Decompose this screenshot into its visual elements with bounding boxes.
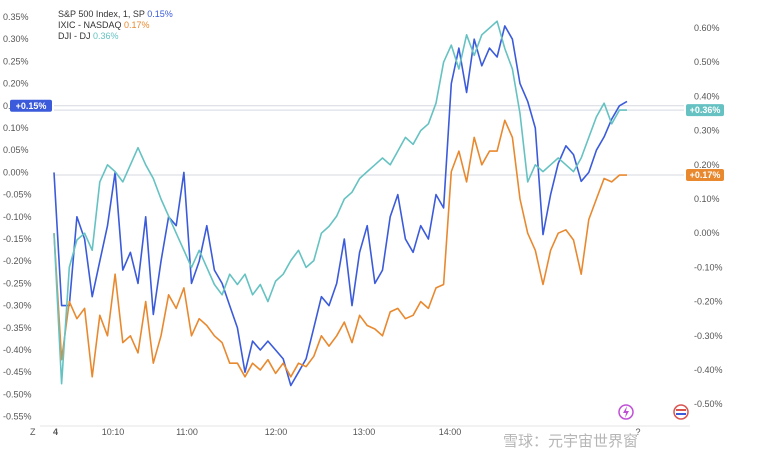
right-tick-label: 0.00% <box>694 228 720 238</box>
x-tick-label: 13:00 <box>353 427 376 437</box>
value-badge-label: +0.15% <box>16 101 47 111</box>
left-axis: 0.35%0.30%0.25%0.20%0.15%0.10%0.05%0.00%… <box>3 12 32 422</box>
legend-entry: DJI - DJ 0.36% <box>58 31 119 41</box>
legend-value: 0.17% <box>124 20 150 30</box>
left-tick-label: -0.45% <box>3 367 32 377</box>
left-tick-label: -0.20% <box>3 256 32 266</box>
watermark: 雪球：元宇宙世界窗 <box>503 432 638 450</box>
left-tick-label: -0.35% <box>3 323 32 333</box>
right-tick-label: -0.10% <box>694 262 723 272</box>
x-trailing-label: ? <box>635 427 640 437</box>
right-tick-label: 0.10% <box>694 194 720 204</box>
left-tick-label: 0.10% <box>3 123 29 133</box>
legend-name: IXIC - NASDAQ <box>58 20 124 30</box>
legend-value: 0.36% <box>93 31 119 41</box>
right-tick-label: 0.60% <box>694 23 720 33</box>
left-tick-label: -0.15% <box>3 234 32 244</box>
left-tick-label: -0.55% <box>3 412 32 422</box>
value-badge-label: +0.17% <box>690 170 721 180</box>
right-tick-label: -0.50% <box>694 399 723 409</box>
series-line <box>53 20 627 385</box>
value-badges: +0.15% +0.17% +0.36% <box>10 99 724 182</box>
left-tick-label: -0.05% <box>3 190 32 200</box>
right-tick-label: 0.30% <box>694 126 720 136</box>
legend-value: 0.15% <box>147 9 173 19</box>
legend-name: S&P 500 Index, 1, SP <box>58 9 147 19</box>
x-leading-label: Z <box>30 427 36 437</box>
legend-entry: IXIC - NASDAQ 0.17% <box>58 20 150 30</box>
right-tick-label: -0.20% <box>694 297 723 307</box>
series-group <box>53 20 628 387</box>
right-tick-label: 0.20% <box>694 160 720 170</box>
value-badge <box>10 99 52 112</box>
x-tick-label: 10:10 <box>102 427 125 437</box>
series-line <box>53 119 627 378</box>
value-badge-label: +0.36% <box>690 105 721 115</box>
left-tick-label: -0.30% <box>3 301 32 311</box>
right-tick-label: -0.40% <box>694 365 723 375</box>
right-tick-label: 0.50% <box>694 57 720 67</box>
left-tick-label: 0.00% <box>3 167 29 177</box>
right-tick-label: 0.40% <box>694 91 720 101</box>
left-tick-label: 0.05% <box>3 145 29 155</box>
legend: S&P 500 Index, 1, SP 0.15%IXIC - NASDAQ … <box>58 9 173 41</box>
series-line <box>53 25 628 387</box>
x-axis: Z 4 10:10 11:00 12:00 13:00 14:00? <box>30 425 690 437</box>
x-tick-label: 11:00 <box>176 427 198 437</box>
left-tick-label: 0.35% <box>3 12 29 22</box>
left-tick-label: 0.30% <box>3 34 29 44</box>
x-tick-label: 14:00 <box>439 427 462 437</box>
legend-name: DJI - DJ <box>58 31 93 41</box>
left-tick-label: 0.20% <box>3 79 29 89</box>
value-badge <box>686 169 724 182</box>
left-tick-label: -0.25% <box>3 278 32 288</box>
bolt-icon[interactable] <box>618 404 634 420</box>
x-leading-label: 4 <box>53 427 58 437</box>
x-tick-label: 12:00 <box>265 427 288 437</box>
left-tick-label: -0.40% <box>3 345 32 355</box>
right-tick-label: -0.30% <box>694 331 723 341</box>
left-tick-label: -0.10% <box>3 212 32 222</box>
left-tick-label: -0.50% <box>3 389 32 399</box>
legend-entry: S&P 500 Index, 1, SP 0.15% <box>58 9 173 19</box>
left-tick-label: 0.25% <box>3 56 29 66</box>
right-axis: 0.60% 0.50% 0.40% 0.30% 0.20% 0.10% 0.00% -0.10… <box>694 23 723 409</box>
value-badge <box>686 104 724 117</box>
flag-icon[interactable] <box>673 404 689 420</box>
